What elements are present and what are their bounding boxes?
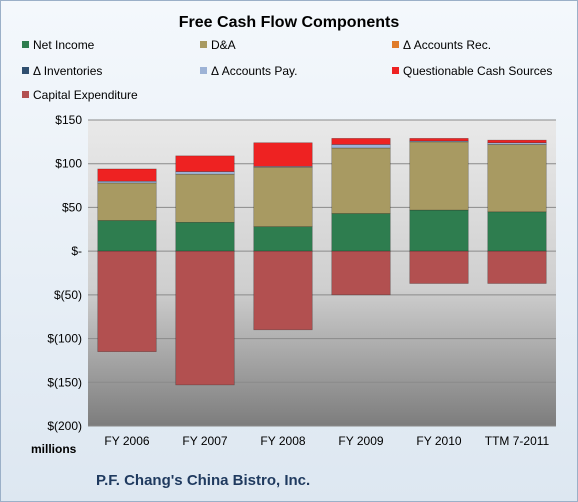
legend-label: Net Income	[33, 38, 95, 52]
legend-label: D&A	[211, 38, 236, 52]
bar-segment	[97, 182, 157, 221]
y-tick-label: $(150)	[47, 375, 82, 389]
y-tick-label: $(100)	[47, 332, 82, 346]
legend-swatch	[22, 91, 29, 99]
bar-segment	[175, 171, 235, 175]
legend-swatch	[200, 67, 207, 75]
y-tick-label: $50	[62, 200, 82, 214]
bar-segment	[97, 168, 157, 182]
bar-segment	[253, 166, 313, 227]
y-tick-label: $-	[71, 244, 82, 258]
bar-segment	[331, 147, 391, 214]
legend-swatch	[200, 41, 207, 49]
legend-swatch	[22, 67, 29, 75]
bar-segment	[175, 221, 235, 252]
legend-label: Δ Accounts Pay.	[211, 64, 298, 78]
legend-swatch	[392, 67, 399, 75]
legend-swatch	[22, 41, 29, 49]
bar-segment	[175, 155, 235, 172]
x-tick-label: FY 2010	[416, 434, 461, 448]
bar-segment	[331, 144, 391, 149]
legend-label: Capital Expenditure	[33, 88, 138, 102]
bar-segment	[331, 250, 391, 296]
legend-label: Δ Inventories	[33, 64, 103, 78]
y-tick-label: $100	[55, 157, 82, 171]
legend-item-accounts-rec: Δ Accounts Rec.	[392, 38, 491, 52]
x-tick-label: FY 2008	[260, 434, 305, 448]
units-label: millions	[31, 442, 77, 456]
x-tick-label: FY 2007	[182, 434, 227, 448]
bars	[97, 138, 547, 386]
legend-swatch	[392, 41, 399, 49]
legend-label: Questionable Cash Sources	[403, 64, 553, 78]
legend-item-inventories: Δ Inventories	[22, 64, 102, 78]
bar-segment	[175, 173, 235, 223]
x-tick-label: FY 2009	[338, 434, 383, 448]
bar-segment	[253, 250, 313, 331]
bar-segment	[487, 144, 547, 213]
bar-segment	[175, 250, 235, 386]
legend-item-accounts-pay: Δ Accounts Pay.	[200, 64, 298, 78]
bar-segment	[253, 142, 313, 167]
bar-segment	[331, 138, 391, 145]
bar-segment	[331, 213, 391, 252]
legend-item-questionable-cash: Questionable Cash Sources	[392, 64, 552, 78]
bar-segment	[97, 250, 157, 352]
bar-segment	[409, 138, 469, 142]
y-axis: $150 $100 $50 $- $(50) $(100) $(150) $(200)	[47, 113, 82, 433]
y-tick-label: $150	[55, 113, 82, 127]
bar-segment	[487, 211, 547, 252]
bar-segment	[253, 226, 313, 252]
bar-segment	[487, 250, 547, 284]
bar-segment	[409, 250, 469, 284]
legend-item-net-income: Net Income	[22, 38, 94, 52]
legend-item-capital-expenditure: Capital Expenditure	[22, 88, 138, 102]
bar-segment	[409, 209, 469, 252]
bar-segment	[97, 220, 157, 252]
company-name: P.F. Chang's China Bistro, Inc.	[96, 472, 311, 489]
y-tick-label: $(200)	[47, 419, 82, 433]
plot-area	[88, 120, 556, 426]
bar-segment	[409, 141, 469, 211]
x-tick-label: FY 2006	[104, 434, 149, 448]
y-tick-label: $(50)	[54, 288, 82, 302]
x-axis: FY 2006 FY 2007 FY 2008 FY 2009 FY 2010 TTM 7…	[104, 434, 549, 448]
legend-item-da: D&A	[200, 38, 236, 52]
chart-title: Free Cash Flow Components	[178, 14, 400, 31]
gridlines	[88, 119, 556, 427]
bar-segment	[487, 139, 547, 144]
x-tick-label: TTM 7-2011	[485, 434, 550, 448]
legend-label: Δ Accounts Rec.	[403, 38, 492, 52]
